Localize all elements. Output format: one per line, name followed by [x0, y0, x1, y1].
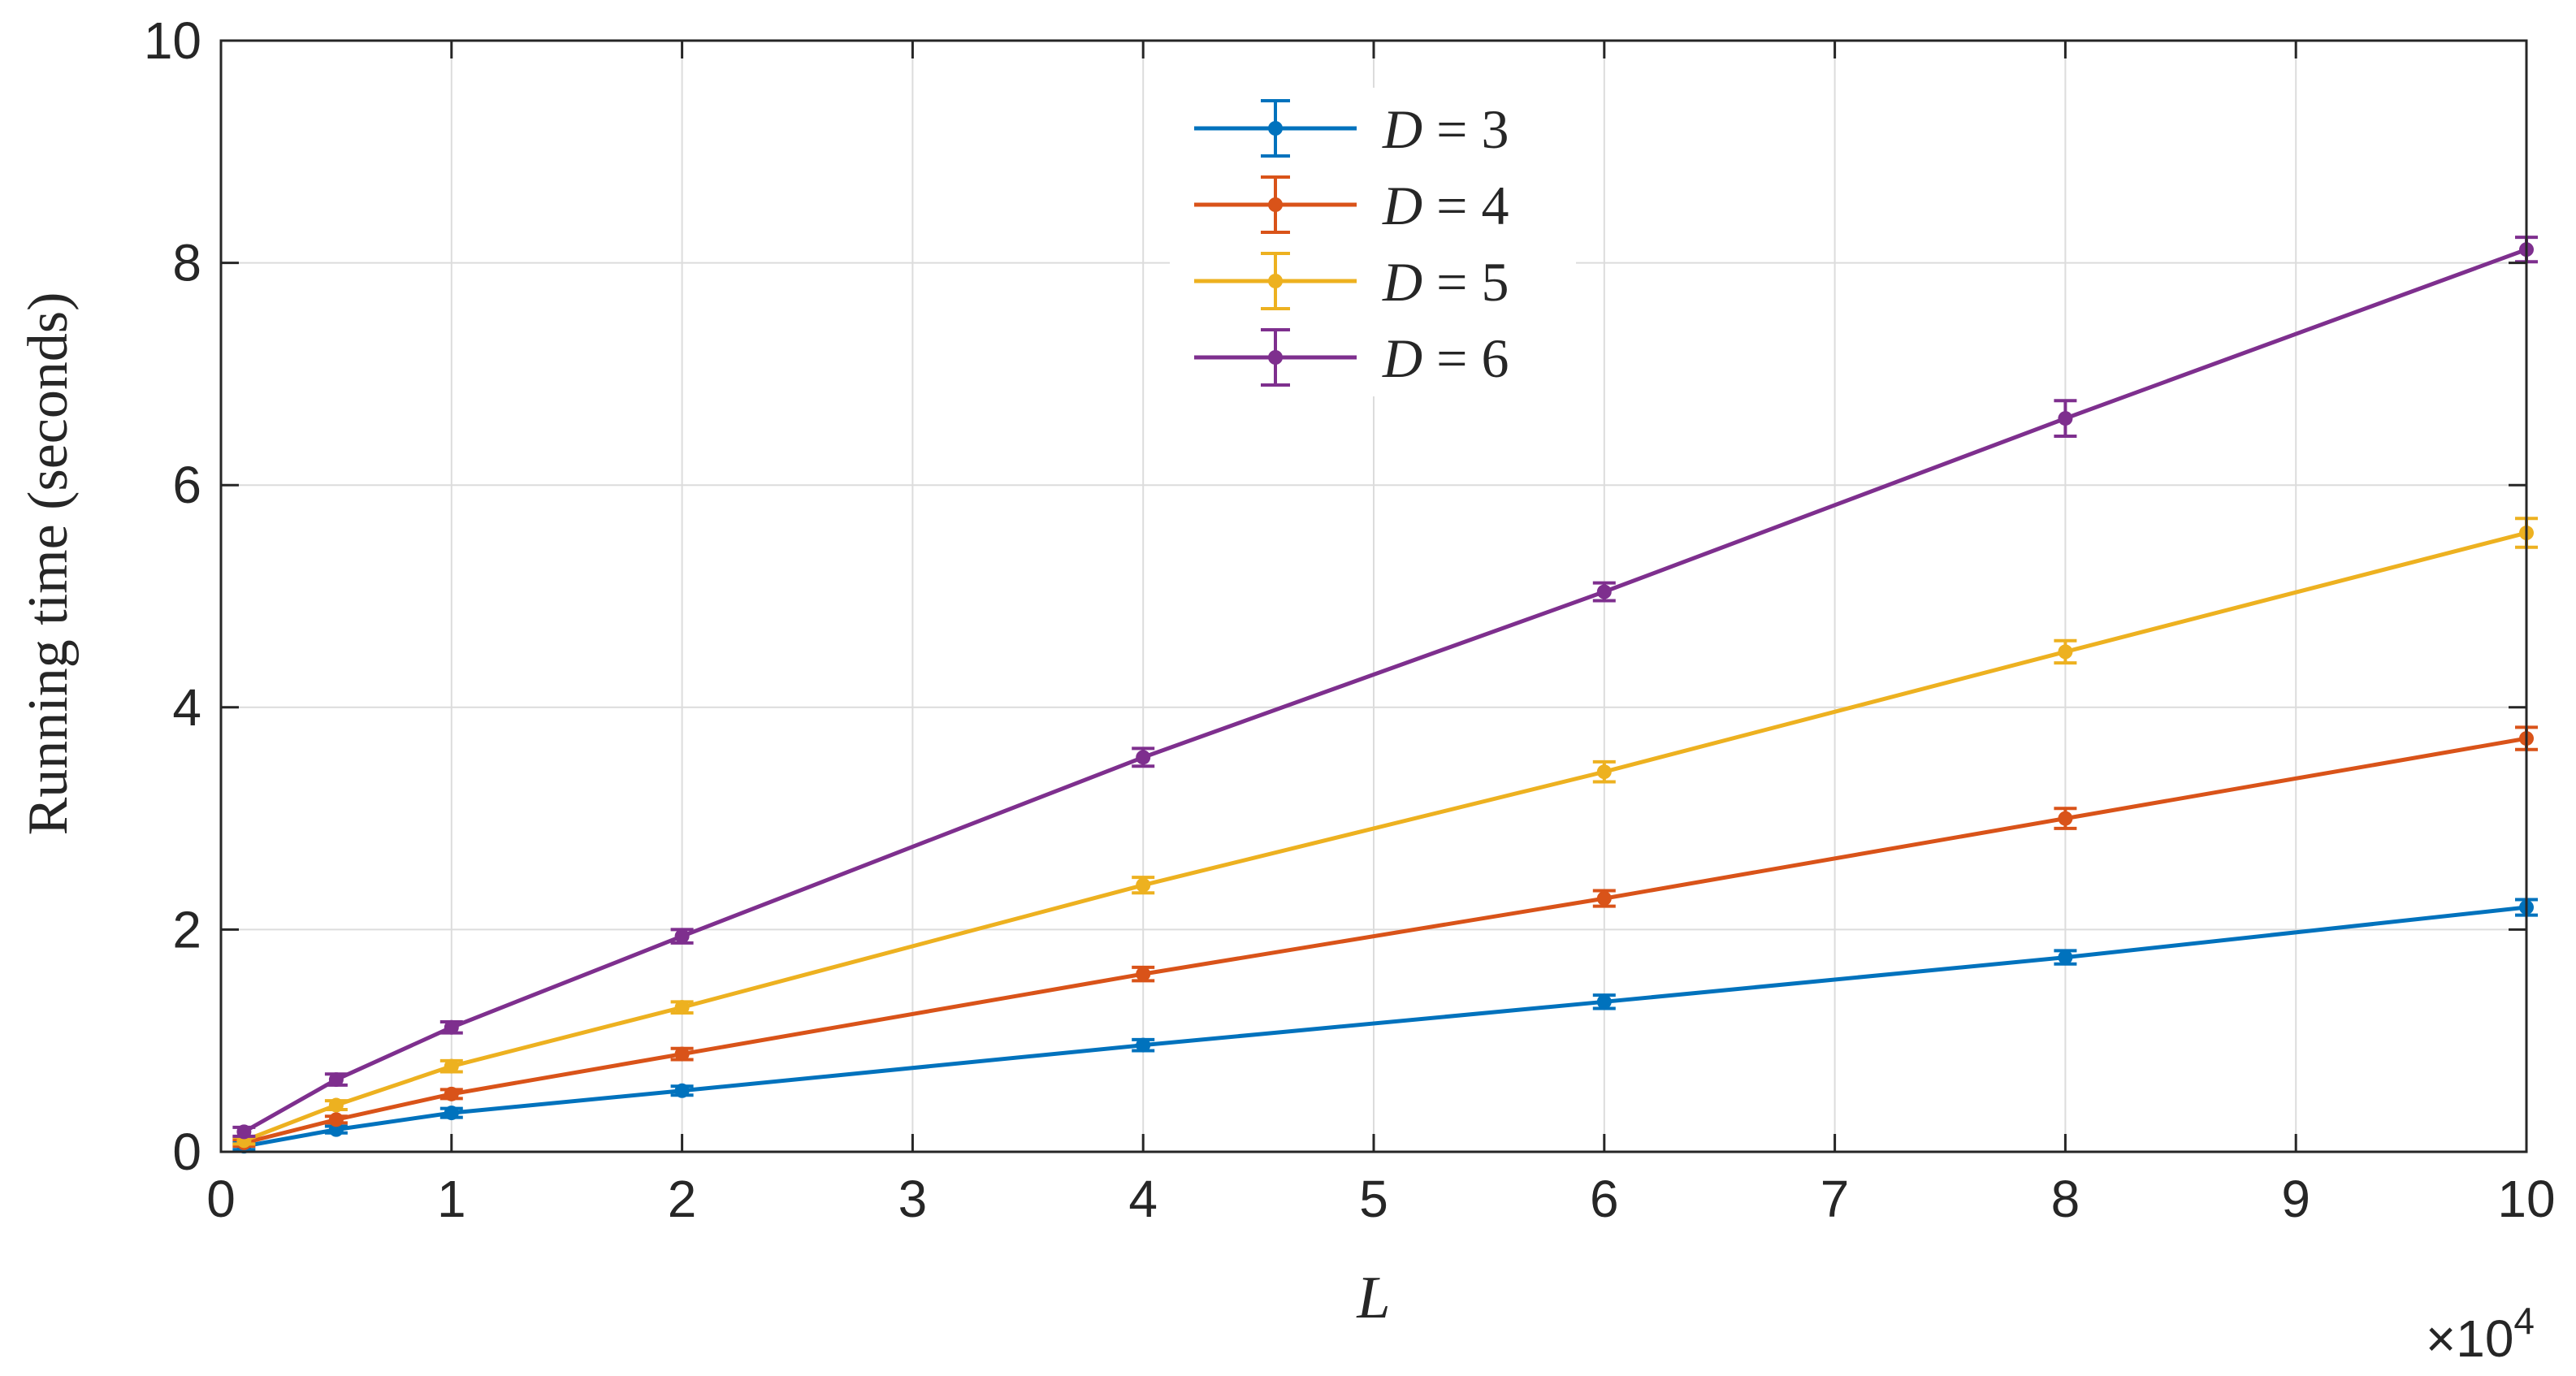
- series-line: [243, 736, 2527, 1145]
- data-point: [2058, 644, 2073, 660]
- data-point: [674, 1046, 690, 1062]
- data-point: [1136, 1037, 1151, 1053]
- x-tick-label: 4: [1128, 1170, 1158, 1228]
- x-axis-label: L: [1356, 1265, 1390, 1331]
- series-2: [232, 725, 2538, 1151]
- series-line: [243, 530, 2527, 1143]
- data-point: [328, 1097, 344, 1113]
- x-tick-label: 3: [898, 1170, 928, 1228]
- data-point: [674, 1000, 690, 1015]
- legend-item-3: D = 5: [1194, 251, 1509, 313]
- legend-label: D = 5: [1382, 251, 1509, 313]
- legend-item-4: D = 6: [1194, 327, 1509, 389]
- data-point: [328, 1112, 344, 1127]
- x-axis-multiplier-base: ×10: [2426, 1309, 2514, 1368]
- data-point: [328, 1122, 344, 1137]
- legend-label-value: = 4: [1422, 175, 1509, 236]
- legend-marker: [1268, 121, 1283, 136]
- legend-item-2: D = 4: [1194, 175, 1509, 236]
- data-point: [1596, 891, 1612, 907]
- legend-marker: [1268, 274, 1283, 288]
- data-point: [674, 1083, 690, 1098]
- legend-label-value: = 5: [1422, 251, 1509, 313]
- legend-label-variable: D: [1382, 251, 1422, 313]
- y-tick-label: 6: [172, 456, 201, 514]
- legend-box: [1170, 88, 1576, 396]
- y-tick-label: 2: [172, 900, 201, 958]
- data-point: [444, 1058, 459, 1074]
- data-point: [2058, 411, 2073, 426]
- data-point: [1596, 994, 1612, 1010]
- series-line: [243, 247, 2527, 1134]
- legend-label: D = 6: [1382, 327, 1509, 389]
- data-point: [328, 1072, 344, 1088]
- legend-items: D = 3D = 4D = 5D = 6: [1194, 98, 1509, 389]
- series-1: [232, 898, 2538, 1154]
- y-tick-label: 8: [172, 234, 201, 292]
- x-tick-label: 9: [2281, 1170, 2310, 1228]
- data-point: [2058, 950, 2073, 965]
- legend-label-variable: D: [1382, 175, 1422, 236]
- legend-label: D = 3: [1382, 98, 1509, 160]
- series-group: [232, 236, 2538, 1154]
- legend-label-value: = 3: [1422, 98, 1509, 160]
- x-axis-multiplier-exponent: 4: [2513, 1300, 2535, 1342]
- data-point: [444, 1106, 459, 1121]
- series-4: [232, 236, 2538, 1140]
- data-point: [1596, 584, 1612, 599]
- y-tick-label: 0: [172, 1123, 201, 1181]
- x-axis-multiplier: ×104: [2426, 1300, 2535, 1368]
- y-axis-label: Running time (seconds): [17, 292, 80, 836]
- data-point: [236, 1124, 252, 1140]
- legend-item-1: D = 3: [1194, 98, 1509, 160]
- data-point: [1596, 764, 1612, 780]
- data-point: [2058, 811, 2073, 826]
- legend-label-variable: D: [1382, 327, 1422, 389]
- x-tick-label: 1: [437, 1170, 466, 1228]
- data-point: [1136, 750, 1151, 765]
- x-tick-label: 2: [668, 1170, 697, 1228]
- axis-ticks: 0 1 2 3 4 5 6 7 8 9 10 0 2 4 6 8 10: [144, 11, 2556, 1228]
- y-tick-label: 4: [172, 678, 201, 737]
- data-point: [444, 1086, 459, 1101]
- data-point: [674, 928, 690, 944]
- data-point: [1136, 967, 1151, 982]
- y-tick-label: 10: [144, 11, 201, 70]
- series-3: [232, 517, 2538, 1149]
- x-tick-label: 6: [1590, 1170, 1619, 1228]
- legend-marker: [1268, 197, 1283, 212]
- x-tick-label: 8: [2051, 1170, 2080, 1228]
- data-point: [1136, 877, 1151, 893]
- x-tick-label: 0: [206, 1170, 236, 1228]
- x-tick-label: 7: [1821, 1170, 1850, 1228]
- x-tick-label: 5: [1359, 1170, 1388, 1228]
- legend-label-value: = 6: [1422, 327, 1509, 389]
- series-line: [243, 905, 2527, 1149]
- legend-label-variable: D: [1382, 98, 1422, 160]
- x-tick-label: 10: [2497, 1170, 2555, 1228]
- legend-marker: [1268, 350, 1283, 365]
- legend-label: D = 4: [1382, 175, 1509, 236]
- legend: D = 3D = 4D = 5D = 6: [1170, 88, 1576, 396]
- data-point: [444, 1019, 459, 1035]
